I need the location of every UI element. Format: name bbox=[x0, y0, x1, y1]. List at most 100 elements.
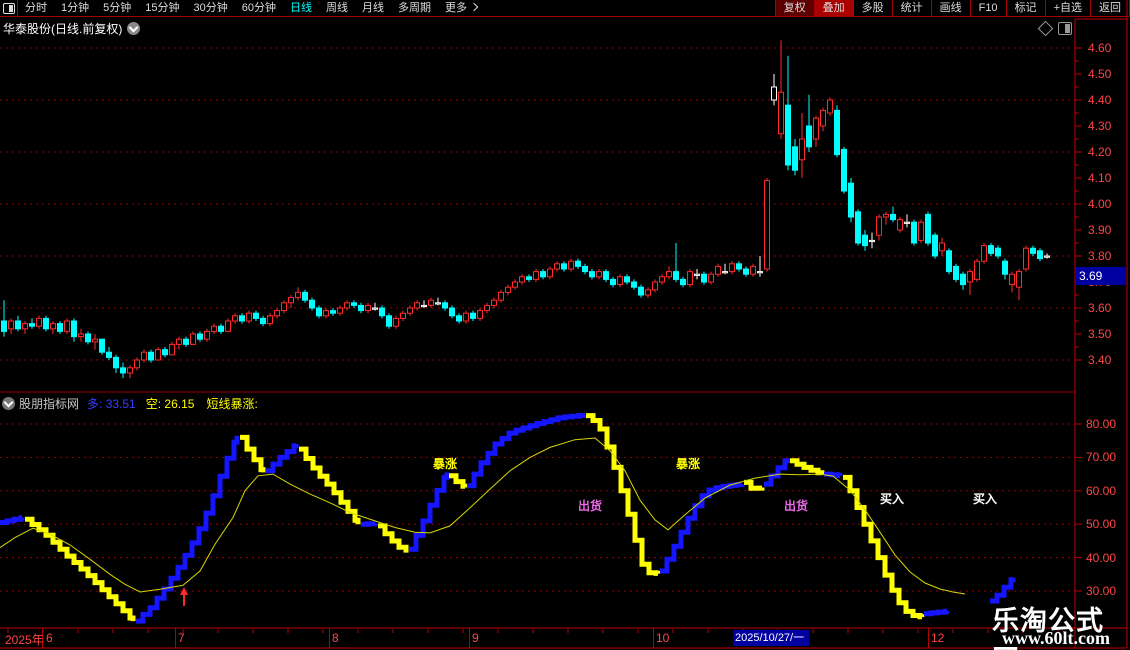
candle-body bbox=[540, 271, 546, 278]
button-fuquan[interactable]: 复权 bbox=[774, 0, 814, 16]
tab-5min[interactable]: 5分钟 bbox=[103, 2, 132, 14]
candle-body bbox=[449, 307, 455, 317]
candle-body bbox=[414, 302, 420, 309]
candle-body bbox=[526, 276, 532, 280]
candle-body bbox=[1030, 247, 1036, 254]
tab-30min[interactable]: 30分钟 bbox=[193, 2, 228, 14]
candle-body bbox=[897, 219, 903, 231]
tab-daily[interactable]: 日线 bbox=[290, 2, 312, 14]
candle-body bbox=[946, 250, 952, 273]
month-label: 12 bbox=[931, 631, 945, 645]
candle-body bbox=[470, 312, 476, 319]
button-mark[interactable]: 标记 bbox=[1005, 0, 1045, 16]
candle-body bbox=[309, 299, 315, 309]
candle-body bbox=[799, 138, 805, 161]
title-chevron-down-icon[interactable] bbox=[127, 21, 141, 35]
candle-body bbox=[876, 216, 882, 236]
candle-body bbox=[435, 302, 441, 305]
candle-body bbox=[407, 307, 413, 314]
candle-body bbox=[267, 315, 273, 325]
button-f10[interactable]: F10 bbox=[969, 0, 1006, 16]
button-drawline[interactable]: 画线 bbox=[930, 0, 970, 16]
candle-body bbox=[596, 271, 602, 278]
candle-body bbox=[911, 221, 917, 244]
tab-multi-period[interactable]: 多周期 bbox=[398, 2, 431, 14]
indicator-name: 股朋指标网 bbox=[19, 397, 80, 411]
button-multi-stock[interactable]: 多股 bbox=[852, 0, 892, 16]
price-axis-label: 4.60 bbox=[1088, 41, 1112, 55]
candle-body bbox=[722, 271, 728, 274]
month-separator bbox=[928, 628, 929, 648]
tab-more-label: 更多 bbox=[445, 2, 467, 14]
chart-corner-icons bbox=[1037, 20, 1072, 37]
candle-body bbox=[610, 278, 616, 286]
tab-1min[interactable]: 1分钟 bbox=[61, 2, 90, 14]
symbol-title: 华泰股份(日线.前复权) bbox=[3, 21, 123, 36]
candle-body bbox=[218, 325, 224, 332]
candle-body bbox=[715, 265, 721, 275]
tab-monthly[interactable]: 月线 bbox=[362, 2, 384, 14]
tab-60min[interactable]: 60分钟 bbox=[241, 2, 276, 14]
candle-body bbox=[792, 146, 798, 171]
tab-more[interactable]: 更多 bbox=[438, 0, 484, 16]
candle-body bbox=[855, 211, 861, 244]
signal-label-buy: 买入 bbox=[880, 492, 905, 506]
candle-body bbox=[932, 234, 938, 257]
layout-toggle-icon[interactable] bbox=[0, 0, 18, 16]
candle-body bbox=[64, 320, 70, 332]
month-separator bbox=[469, 628, 470, 648]
button-add-watchlist[interactable]: +自选 bbox=[1044, 0, 1090, 16]
candle-body bbox=[659, 276, 665, 283]
indicator-axis-label: 30.00 bbox=[1086, 584, 1117, 598]
tab-fenshi[interactable]: 分时 bbox=[25, 2, 47, 14]
candle-body bbox=[155, 349, 161, 361]
indicator-blue-line bbox=[361, 521, 378, 527]
candle-body bbox=[442, 302, 448, 309]
last-price-box: 3.69 bbox=[1076, 267, 1126, 285]
candle-body bbox=[750, 265, 756, 275]
indicator-blue-line bbox=[266, 443, 299, 474]
candle-body bbox=[22, 323, 28, 330]
candle-body bbox=[848, 182, 854, 218]
candle-body bbox=[162, 349, 168, 356]
candle-body bbox=[736, 263, 742, 270]
candle-body bbox=[197, 333, 203, 340]
candle-body bbox=[274, 310, 280, 317]
panel-icon[interactable] bbox=[1058, 22, 1072, 35]
candle-body bbox=[694, 273, 700, 276]
candle-body bbox=[1, 320, 7, 332]
button-overlay[interactable]: 叠加 bbox=[813, 0, 853, 16]
indicator-signal-label: 短线暴涨: bbox=[206, 397, 258, 411]
title-bar: 华泰股份(日线.前复权) bbox=[3, 17, 141, 39]
candle-body bbox=[323, 310, 329, 317]
candle-body bbox=[106, 351, 112, 358]
indicator-ma-line bbox=[0, 437, 966, 595]
price-axis-label: 3.50 bbox=[1088, 327, 1112, 341]
candle-body bbox=[421, 304, 427, 308]
candle-body bbox=[617, 276, 623, 286]
candle-body bbox=[834, 109, 840, 156]
candle-body bbox=[8, 320, 14, 330]
candle-body bbox=[351, 302, 357, 306]
candle-body bbox=[316, 307, 322, 317]
signal-label-buy: 买入 bbox=[973, 492, 998, 506]
candle-body bbox=[652, 281, 658, 291]
candle-body bbox=[99, 338, 105, 353]
candle-body bbox=[645, 289, 651, 296]
candle-body bbox=[169, 343, 175, 356]
indicator-axis-label: 80.00 bbox=[1086, 417, 1117, 431]
indicator-short-value: 空: 26.15 bbox=[145, 397, 195, 411]
candle-body bbox=[778, 91, 784, 135]
tab-15min[interactable]: 15分钟 bbox=[145, 2, 180, 14]
button-stats[interactable]: 统计 bbox=[891, 0, 931, 16]
candle-body bbox=[148, 351, 154, 361]
indicator-collapse-icon[interactable] bbox=[2, 397, 15, 410]
tab-weekly[interactable]: 周线 bbox=[326, 2, 348, 14]
candle-body bbox=[85, 333, 91, 343]
candle-body bbox=[29, 323, 35, 327]
indicator-blue-line bbox=[0, 515, 25, 525]
candle-body bbox=[925, 213, 931, 244]
top-menu-bar: 分时 1分钟 5分钟 15分钟 30分钟 60分钟 日线 周线 月线 多周期 更… bbox=[0, 0, 1130, 17]
price-axis-label: 3.80 bbox=[1088, 249, 1112, 263]
